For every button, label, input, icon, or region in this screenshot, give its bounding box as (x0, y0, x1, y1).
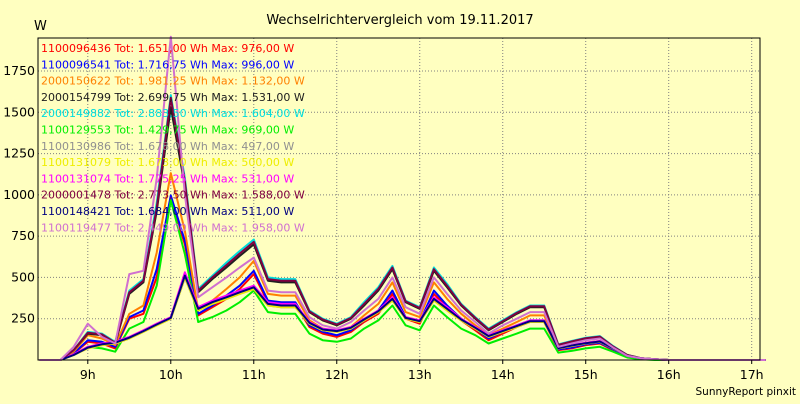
x-tick-label-2: 11h (242, 367, 266, 382)
x-tick-label-6: 15h (574, 367, 598, 382)
x-tick-label-4: 13h (408, 367, 432, 382)
y-tick-label-1: 500 (11, 269, 35, 284)
y-tick-label-3: 1000 (3, 187, 35, 202)
chart-title: Wechselrichtervergleich vom 19.11.2017 (266, 13, 533, 28)
x-tick-label-1: 10h (159, 367, 183, 382)
legend-entry-1: 1100096541 Tot: 1.716,75 Wh Max: 996,00 … (41, 58, 294, 71)
legend-entry-4: 2000149882 Tot: 2.883,50 Wh Max: 1.604,0… (41, 107, 305, 120)
y-axis-label: W (34, 19, 47, 34)
x-tick-label-0: 9h (80, 367, 96, 382)
y-tick-label-4: 1250 (3, 146, 35, 161)
y-tick-label-5: 1500 (3, 104, 35, 119)
y-tick-label-0: 250 (11, 311, 35, 326)
series-line-11 (39, 35, 766, 361)
x-axis-ticks: 9h 10h 11h 12h 13h 14h 15h 16h 17h (80, 360, 764, 382)
legend-entry-7: 1100131079 Tot: 1.673,00 Wh Max: 500,00 … (41, 156, 294, 169)
series-lines (39, 35, 766, 361)
legend-entry-11: 1100119477 Tot: 2.449,00 Wh Max: 1.958,0… (41, 221, 305, 234)
legend-entry-3: 2000154799 Tot: 2.699,75 Wh Max: 1.531,0… (41, 91, 305, 104)
legend-entry-0: 1100096436 Tot: 1.651,00 Wh Max: 976,00 … (41, 42, 294, 55)
legend-entry-8: 1100131074 Tot: 1.775,25 Wh Max: 531,00 … (41, 172, 294, 185)
footer-credit: SunnyReport pinxit (696, 386, 796, 398)
x-tick-label-5: 14h (491, 367, 515, 382)
plot-frame (37, 37, 761, 361)
legend-entry-9: 2000001478 Tot: 2.773,50 Wh Max: 1.588,0… (41, 189, 305, 202)
legend-entry-10: 1100148421 Tot: 1.684,00 Wh Max: 511,00 … (41, 205, 294, 218)
legend-entry-2: 2000150622 Tot: 1.981,25 Wh Max: 1.132,0… (41, 75, 305, 88)
legend-entry-6: 1100130986 Tot: 1.678,00 Wh Max: 497,00 … (41, 140, 294, 153)
y-axis-ticks: 250 500 750 1000 1250 1500 1750 (3, 63, 35, 326)
x-tick-label-3: 12h (325, 367, 349, 382)
y-tick-label-6: 1750 (3, 63, 35, 78)
x-tick-label-8: 17h (740, 367, 764, 382)
x-tick-label-7: 16h (657, 367, 681, 382)
legend-entry-5: 1100129553 Tot: 1.429,75 Wh Max: 969,00 … (41, 124, 294, 137)
y-tick-label-2: 750 (11, 228, 35, 243)
legend: 1100096436 Tot: 1.651,00 Wh Max: 976,00 … (41, 42, 305, 234)
